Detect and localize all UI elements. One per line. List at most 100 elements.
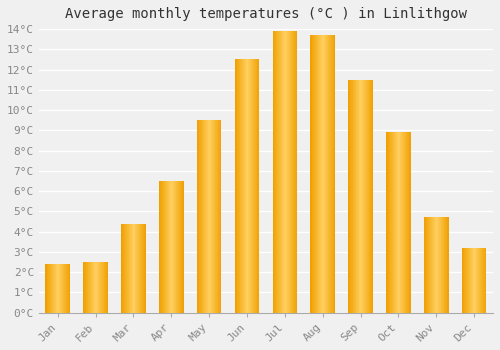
Bar bbox=[133, 224, 134, 313]
Bar bbox=[138, 224, 139, 313]
Bar bbox=[386, 132, 388, 313]
Bar bbox=[361, 80, 362, 313]
Bar bbox=[482, 248, 484, 313]
Bar bbox=[250, 60, 252, 313]
Bar bbox=[56, 264, 57, 313]
Bar bbox=[446, 217, 448, 313]
Bar bbox=[178, 181, 180, 313]
Bar bbox=[200, 120, 201, 313]
Bar bbox=[253, 60, 254, 313]
Bar bbox=[388, 132, 389, 313]
Bar bbox=[273, 31, 274, 313]
Bar bbox=[246, 60, 247, 313]
Bar bbox=[400, 132, 401, 313]
Bar bbox=[444, 217, 445, 313]
Bar bbox=[136, 224, 137, 313]
Bar bbox=[386, 132, 387, 313]
Bar bbox=[393, 132, 394, 313]
Bar bbox=[217, 120, 218, 313]
Bar bbox=[175, 181, 176, 313]
Bar bbox=[256, 60, 257, 313]
Bar bbox=[435, 217, 436, 313]
Bar bbox=[321, 35, 322, 313]
Bar bbox=[134, 224, 136, 313]
Bar bbox=[441, 217, 442, 313]
Bar bbox=[352, 80, 353, 313]
Bar bbox=[327, 35, 328, 313]
Bar bbox=[440, 217, 441, 313]
Title: Average monthly temperatures (°C ) in Linlithgow: Average monthly temperatures (°C ) in Li… bbox=[65, 7, 467, 21]
Bar bbox=[206, 120, 208, 313]
Bar bbox=[66, 264, 67, 313]
Bar bbox=[219, 120, 220, 313]
Bar bbox=[141, 224, 142, 313]
Bar bbox=[469, 248, 470, 313]
Bar bbox=[320, 35, 321, 313]
Bar bbox=[140, 224, 141, 313]
Bar bbox=[396, 132, 397, 313]
Bar bbox=[96, 262, 97, 313]
Bar bbox=[289, 31, 290, 313]
Bar bbox=[283, 31, 284, 313]
Bar bbox=[122, 224, 123, 313]
Bar bbox=[67, 264, 68, 313]
Bar bbox=[466, 248, 467, 313]
Bar bbox=[164, 181, 165, 313]
Bar bbox=[401, 132, 402, 313]
Bar bbox=[281, 31, 282, 313]
Bar bbox=[390, 132, 391, 313]
Bar bbox=[69, 264, 70, 313]
Bar bbox=[172, 181, 173, 313]
Bar bbox=[316, 35, 317, 313]
Bar bbox=[87, 262, 88, 313]
Bar bbox=[481, 248, 482, 313]
Bar bbox=[480, 248, 481, 313]
Bar bbox=[430, 217, 432, 313]
Bar bbox=[84, 262, 85, 313]
Bar bbox=[205, 120, 206, 313]
Bar bbox=[105, 262, 106, 313]
Bar bbox=[355, 80, 356, 313]
Bar bbox=[425, 217, 426, 313]
Bar bbox=[332, 35, 333, 313]
Bar bbox=[468, 248, 469, 313]
Bar bbox=[397, 132, 398, 313]
Bar bbox=[49, 264, 50, 313]
Bar bbox=[330, 35, 332, 313]
Bar bbox=[102, 262, 103, 313]
Bar bbox=[245, 60, 246, 313]
Bar bbox=[314, 35, 316, 313]
Bar bbox=[126, 224, 128, 313]
Bar bbox=[371, 80, 372, 313]
Bar bbox=[170, 181, 172, 313]
Bar bbox=[290, 31, 291, 313]
Bar bbox=[249, 60, 250, 313]
Bar bbox=[59, 264, 60, 313]
Bar bbox=[442, 217, 443, 313]
Bar bbox=[274, 31, 275, 313]
Bar bbox=[317, 35, 318, 313]
Bar bbox=[208, 120, 209, 313]
Bar bbox=[50, 264, 51, 313]
Bar bbox=[183, 181, 184, 313]
Bar bbox=[145, 224, 146, 313]
Bar bbox=[408, 132, 409, 313]
Bar bbox=[465, 248, 466, 313]
Bar bbox=[365, 80, 366, 313]
Bar bbox=[202, 120, 203, 313]
Bar bbox=[434, 217, 435, 313]
Bar bbox=[177, 181, 178, 313]
Bar bbox=[466, 248, 468, 313]
Bar bbox=[356, 80, 357, 313]
Bar bbox=[248, 60, 249, 313]
Bar bbox=[312, 35, 313, 313]
Bar bbox=[169, 181, 170, 313]
Bar bbox=[471, 248, 472, 313]
Bar bbox=[428, 217, 429, 313]
Bar bbox=[470, 248, 471, 313]
Bar bbox=[51, 264, 52, 313]
Bar bbox=[90, 262, 92, 313]
Bar bbox=[216, 120, 217, 313]
Bar bbox=[165, 181, 166, 313]
Bar bbox=[88, 262, 89, 313]
